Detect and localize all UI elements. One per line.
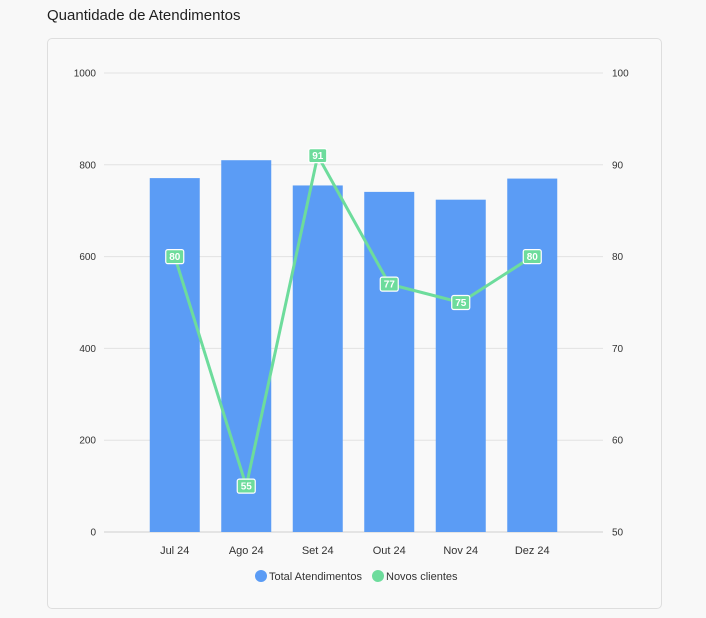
bar bbox=[221, 160, 272, 532]
bar bbox=[149, 178, 200, 532]
chart-card bbox=[47, 38, 662, 609]
y-left-tick-label: 600 bbox=[79, 252, 96, 263]
series-line bbox=[173, 154, 534, 488]
y-right-tick-label: 60 bbox=[612, 436, 624, 447]
y-right-tick-label: 90 bbox=[612, 160, 624, 171]
x-tick-label: Dez 24 bbox=[515, 545, 550, 557]
bar bbox=[507, 178, 558, 532]
legend-label: Novos clientes bbox=[386, 571, 458, 583]
data-label: 77 bbox=[384, 280, 396, 291]
data-label: 91 bbox=[312, 151, 324, 162]
y-left-tick-label: 0 bbox=[90, 528, 96, 539]
data-label-box bbox=[451, 294, 471, 311]
legend-marker bbox=[372, 570, 384, 582]
data-label-box bbox=[308, 148, 328, 164]
chart-title: Quantidade de Atendimentos bbox=[47, 7, 241, 24]
legend-marker bbox=[255, 570, 267, 582]
data-label: 75 bbox=[455, 298, 467, 309]
y-right-tick-label: 80 bbox=[612, 252, 624, 263]
data-label: 80 bbox=[527, 252, 539, 263]
x-tick-label: Set 24 bbox=[302, 545, 334, 557]
line-series: 80 55 91 77 75 80 bbox=[165, 148, 542, 494]
bar bbox=[364, 191, 415, 533]
data-label-box bbox=[236, 478, 256, 494]
bar bbox=[292, 185, 343, 532]
y-axis-left: 0 200 400 600 800 1000 bbox=[74, 69, 97, 539]
y-left-tick-label: 400 bbox=[79, 344, 96, 355]
y-left-tick-label: 800 bbox=[79, 160, 96, 171]
legend: Total Atendimentos Novos clientes bbox=[255, 570, 458, 583]
data-label: 80 bbox=[169, 252, 181, 263]
y-right-tick-label: 50 bbox=[612, 528, 624, 539]
x-tick-label: Ago 24 bbox=[229, 545, 264, 557]
data-label-box bbox=[522, 249, 542, 265]
bar bbox=[435, 199, 486, 532]
y-axis-right: 50 60 70 80 90 100 bbox=[612, 69, 629, 539]
x-tick-label: Out 24 bbox=[373, 545, 406, 557]
y-left-tick-label: 1000 bbox=[74, 69, 97, 80]
x-tick-label: Jul 24 bbox=[160, 545, 189, 557]
x-axis: Jul 24 Ago 24 Set 24 Out 24 Nov 24 Dez 24 bbox=[160, 545, 550, 557]
data-label-box bbox=[165, 249, 185, 265]
x-tick-label: Nov 24 bbox=[443, 545, 478, 557]
data-label: 55 bbox=[241, 482, 253, 493]
y-right-tick-label: 70 bbox=[612, 344, 624, 355]
legend-label: Total Atendimentos bbox=[269, 571, 362, 583]
data-label-box bbox=[379, 276, 399, 292]
bar-series bbox=[149, 160, 558, 533]
y-left-tick-label: 200 bbox=[79, 436, 96, 447]
y-right-tick-label: 100 bbox=[612, 69, 629, 80]
